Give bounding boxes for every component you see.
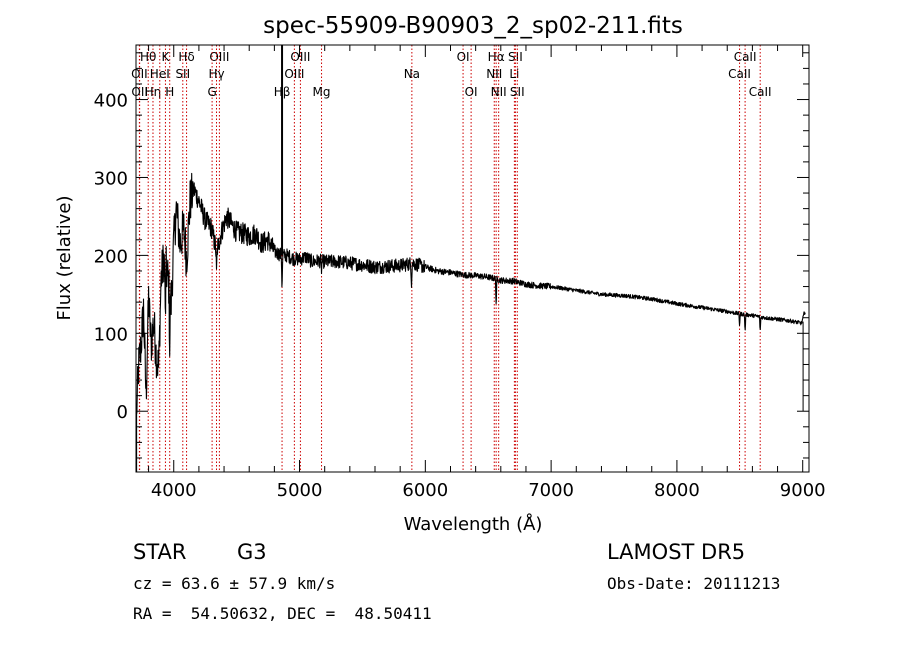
plot-frame (135, 44, 810, 473)
y-tick-label: 400 (94, 91, 128, 112)
line-marker-label: Hα (488, 50, 505, 64)
line-marker-label: OIII (209, 50, 229, 64)
spectrum-line (136, 172, 806, 414)
line-marker-label: SII (508, 50, 523, 64)
line-marker-label: NII (491, 85, 507, 99)
line-marker-label: H (165, 85, 174, 99)
y-axis-label: Flux (relative) (54, 195, 75, 320)
y-tick-label: 0 (117, 402, 128, 423)
x-tick-label: 4000 (151, 480, 197, 501)
line-marker-label: Hθ (140, 50, 156, 64)
line-marker-label: G (207, 85, 216, 99)
object-class: STAR (133, 540, 187, 564)
y-tick-label: 300 (94, 168, 128, 189)
x-tick-label: 7000 (528, 480, 574, 501)
survey-name: LAMOST DR5 (607, 540, 746, 564)
line-marker-label: NII (486, 67, 502, 81)
y-tick-label: 200 (94, 246, 128, 267)
line-marker-label: OI (465, 85, 478, 99)
line-marker-label: OI (457, 50, 470, 64)
coordinates: RA = 54.50632, DEC = 48.50411 (133, 604, 432, 623)
line-marker-label: Hδ (178, 50, 194, 64)
observation-date: Obs-Date: 20111213 (607, 574, 781, 593)
line-marker-label: Li (509, 67, 519, 81)
x-tick-label: 6000 (402, 480, 448, 501)
spectral-line-markers: HθOIIOIIHηKHeIHHδSIIOIIIHγGHβOIIIOIIIMgN… (131, 45, 772, 472)
line-marker-label: K (161, 50, 170, 64)
x-axis-label: Wavelength (Å) (404, 513, 543, 535)
line-marker-label: CaII (749, 85, 772, 99)
x-tick-label: 8000 (654, 480, 700, 501)
line-marker-label: Na (404, 67, 420, 81)
line-marker-label: Hγ (208, 67, 224, 81)
redshift-velocity: cz = 63.6 ± 57.9 km/s (133, 574, 336, 593)
chart-title: spec-55909-B90903_2_sp02-211.fits (263, 13, 683, 39)
x-tick-label: 9000 (780, 480, 826, 501)
line-marker-label: CaII (734, 50, 757, 64)
line-marker-label: Hη (145, 85, 162, 99)
x-axis-ticks: 4000 5000 6000 7000 8000 9000 (148, 45, 826, 501)
x-tick-label: 5000 (277, 480, 323, 501)
line-marker-label: HeI (150, 67, 170, 81)
y-axis-ticks: 0 100 200 300 400 (94, 52, 809, 459)
y-tick-label: 100 (94, 324, 128, 345)
object-subclass: G3 (237, 540, 267, 564)
line-marker-label: SII (510, 85, 525, 99)
line-marker-label: OIII (290, 50, 310, 64)
line-marker-label: SII (175, 67, 190, 81)
line-marker-label: CaII (728, 67, 751, 81)
spectrum-chart: spec-55909-B90903_2_sp02-211.fits HθOIIO… (54, 13, 826, 535)
line-marker-label: Mg (313, 85, 331, 99)
line-marker-label: OIII (284, 67, 304, 81)
